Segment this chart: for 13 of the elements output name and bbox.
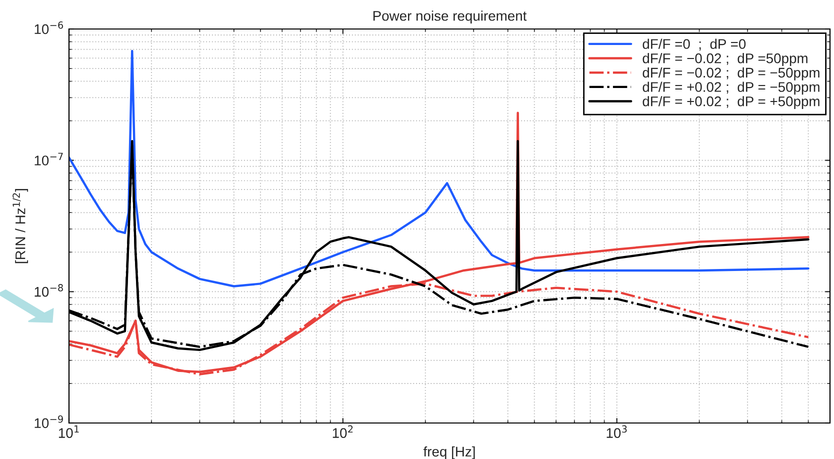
y-tick-label: 10$^{−8}$ — [34, 284, 63, 297]
y-tick-label: 10$^{−7}$ — [34, 152, 63, 166]
legend-label: dF/F =0 ; dP =0 — [642, 38, 746, 51]
legend-label: dF/F = +0.02 ; dP = +50ppm — [642, 96, 820, 110]
legend-label: dF/F = −0.02 ; dP = −50ppm — [642, 67, 820, 80]
legend-label: dF/F = −0.02 ; dP =50ppm — [642, 53, 808, 66]
y-axis-title: [RIN / Hz$^{1/2}$] — [12, 189, 28, 264]
chart-title: Power noise requirement — [373, 10, 527, 24]
x-axis-title: freq [Hz] — [423, 446, 475, 459]
x-tick-label: 10$^{2}$ — [332, 425, 353, 438]
x-tick-label: 10$^{3}$ — [606, 425, 627, 438]
y-tick-label: 10$^{−6}$ — [34, 21, 64, 34]
legend-label: dF/F = +0.02 ; dP = −50ppm — [642, 82, 820, 95]
